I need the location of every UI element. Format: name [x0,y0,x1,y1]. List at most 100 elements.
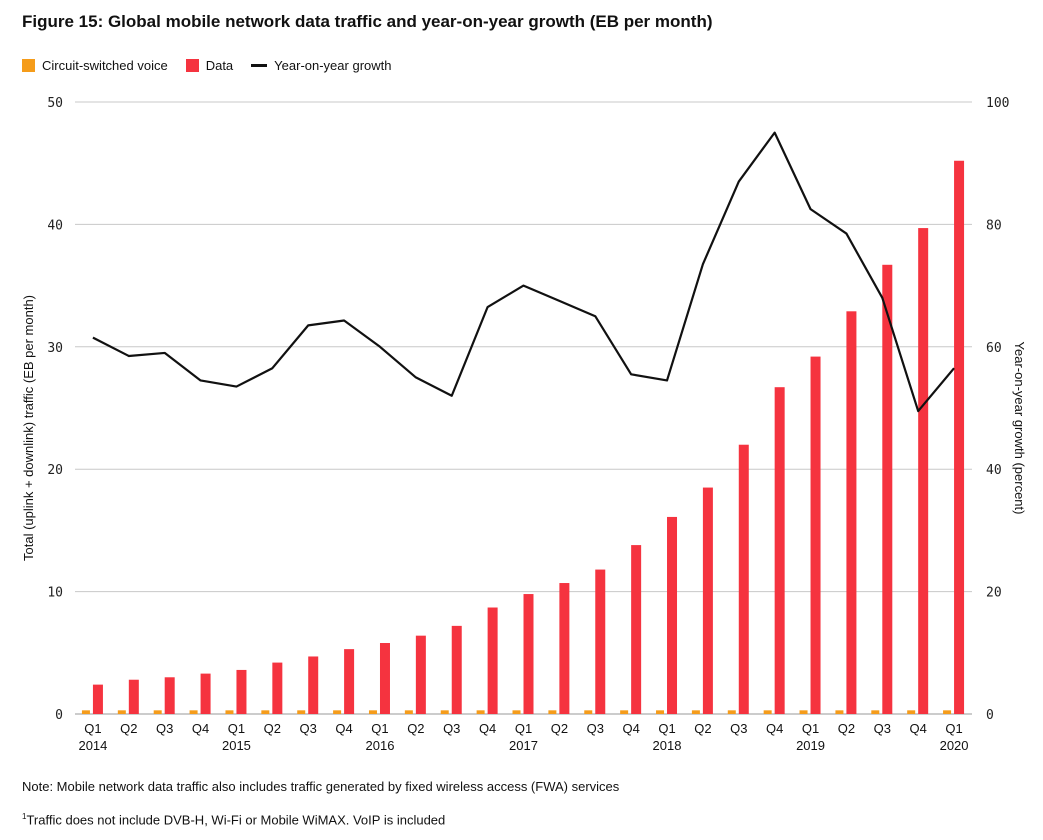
x-tick-label: Q3 [730,721,747,736]
voice-bar [907,710,916,714]
x-year-label: 2015 [222,738,251,753]
y-tick-label: 50 [47,96,63,111]
voice-bar [943,710,952,714]
data-bar [738,444,749,714]
voice-bar [261,710,270,714]
data-bar [451,625,462,714]
voice-bar [81,710,90,714]
x-tick-label: Q3 [874,721,891,736]
legend-label-voice: Circuit-switched voice [42,58,168,73]
voice-bar [440,710,449,714]
x-year-label: 2016 [366,738,395,753]
y2-tick-label: 100 [986,96,1009,111]
x-tick-label: Q1 [658,721,675,736]
data-bar [954,160,965,714]
x-tick-label: Q4 [910,721,927,736]
voice-bar [297,710,306,714]
x-tick-label: Q1 [84,721,101,736]
x-tick-label: Q4 [622,721,639,736]
data-bar [200,673,211,714]
data-bar [308,656,319,714]
y-tick-label: 10 [47,586,63,601]
x-tick-label: Q2 [120,721,137,736]
data-bar [846,311,857,714]
data-bar [810,356,821,714]
data-bar [92,684,103,714]
x-tick-label: Q4 [479,721,496,736]
voice-bar [189,710,198,714]
voice-bar [871,710,880,714]
voice-bar [153,710,162,714]
y-axis-title: Total (uplink + downlink) traffic (EB pe… [21,295,36,561]
voice-bar [404,710,413,714]
legend-swatch-data [185,59,199,72]
x-tick-label: Q2 [407,721,424,736]
chart-footnote: 1Traffic does not include DVB-H, Wi-Fi o… [22,812,445,827]
data-bar [523,594,534,714]
y2-tick-label: 0 [986,708,994,723]
growth-line [92,131,955,413]
x-tick-label: Q1 [228,721,245,736]
voice-bar [584,710,593,714]
voice-bar [799,710,808,714]
data-bar [702,487,713,714]
data-bar [164,677,175,714]
data-bar [882,264,893,714]
chart-title: Figure 15: Global mobile network data tr… [22,12,713,31]
y2-tick-label: 40 [986,463,1002,478]
legend-swatch-growth [251,64,268,67]
x-tick-label: Q2 [551,721,568,736]
x-year-label: 2014 [78,738,107,753]
data-bar [236,669,247,714]
footnote-marker: 1 [22,812,27,821]
voice-bar [835,710,844,714]
y2-axis-title: Year-on-year growth (percent) [1012,342,1027,515]
x-tick-label: Q2 [264,721,281,736]
chart-plot: 0 10 20 30 40 50 0 20 40 60 80 100 Total (uplink + d… [21,96,1027,753]
data-bar [272,662,283,714]
voice-bar [512,710,521,714]
voice-bar [225,710,234,714]
y2-tick-label: 60 [986,341,1002,356]
voice-bar [548,710,557,714]
x-tick-label: Q2 [838,721,855,736]
legend-item-growth: Year-on-year growth [251,58,391,73]
y2-tick-label: 20 [986,586,1002,601]
x-year-label: 2020 [940,738,969,753]
x-tick-label: Q1 [945,721,962,736]
x-tick-label: Q4 [766,721,783,736]
x-tick-label: Q1 [371,721,388,736]
x-year-label: 2019 [796,738,825,753]
voice-bar [117,710,126,714]
y-tick-label: 0 [55,708,63,723]
data-bar [487,607,498,714]
x-tick-label: Q3 [587,721,604,736]
x-tick-label: Q1 [802,721,819,736]
data-bar [631,545,642,714]
data-bar [344,649,355,714]
x-year-label: 2017 [509,738,538,753]
voice-bar [656,710,665,714]
data-bar [415,635,426,714]
voice-bar [476,710,485,714]
legend-swatch-voice [22,59,35,72]
x-tick-label: Q3 [156,721,173,736]
voice-bar [691,710,700,714]
x-year-label: 2018 [653,738,682,753]
voice-bar [763,710,772,714]
data-bar [595,569,606,714]
x-tick-label: Q2 [694,721,711,736]
legend-label-growth: Year-on-year growth [274,58,392,73]
x-tick-label: Q4 [335,721,352,736]
voice-bar [727,710,736,714]
legend-item-data: Data [185,58,233,73]
y-tick-label: 20 [47,463,63,478]
data-bar [774,387,785,714]
chart-note: Note: Mobile network data traffic also i… [22,779,620,794]
data-bar [667,516,678,714]
x-tick-label: Q4 [192,721,209,736]
voice-bar [333,710,342,714]
legend-item-voice: Circuit-switched voice [22,58,168,73]
data-bar [559,583,570,714]
footnote-text: Traffic does not include DVB-H, Wi-Fi or… [26,812,446,828]
